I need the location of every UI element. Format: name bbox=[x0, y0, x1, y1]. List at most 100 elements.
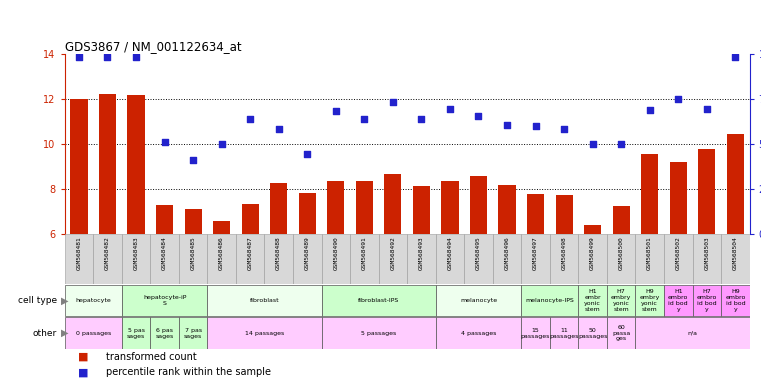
Text: 15
passages: 15 passages bbox=[521, 328, 550, 339]
Text: 0 passages: 0 passages bbox=[75, 331, 111, 336]
Bar bbox=[65, 285, 122, 316]
Bar bbox=[727, 134, 744, 234]
Bar bbox=[407, 234, 436, 284]
Bar bbox=[151, 234, 179, 284]
Bar bbox=[179, 234, 207, 284]
Bar bbox=[584, 225, 601, 234]
Text: H9
embry
yonic
stem: H9 embry yonic stem bbox=[639, 289, 660, 312]
Bar bbox=[549, 234, 578, 284]
Bar bbox=[413, 186, 430, 234]
Bar bbox=[607, 285, 635, 316]
Text: percentile rank within the sample: percentile rank within the sample bbox=[106, 367, 271, 377]
Text: 60
passa
ges: 60 passa ges bbox=[612, 325, 630, 341]
Text: hepatocyte-iP
S: hepatocyte-iP S bbox=[143, 295, 186, 306]
Bar bbox=[607, 234, 635, 284]
Bar bbox=[151, 318, 179, 349]
Bar bbox=[122, 285, 207, 316]
Text: ▶: ▶ bbox=[61, 295, 68, 306]
Text: H9
embro
id bod
y: H9 embro id bod y bbox=[725, 289, 746, 312]
Bar bbox=[527, 194, 544, 234]
Point bbox=[158, 139, 170, 145]
Text: 5 passages: 5 passages bbox=[361, 331, 396, 336]
Point bbox=[530, 123, 542, 129]
Bar bbox=[93, 234, 122, 284]
Bar bbox=[607, 318, 635, 349]
Bar bbox=[379, 234, 407, 284]
Point bbox=[358, 116, 371, 122]
Bar bbox=[435, 318, 521, 349]
Point bbox=[187, 157, 199, 163]
Bar bbox=[122, 318, 151, 349]
Point bbox=[244, 116, 256, 122]
Text: GDS3867 / NM_001122634_at: GDS3867 / NM_001122634_at bbox=[65, 40, 241, 53]
Bar bbox=[721, 234, 750, 284]
Text: GSM568499: GSM568499 bbox=[590, 237, 595, 270]
Point bbox=[644, 107, 656, 113]
Bar bbox=[322, 234, 350, 284]
Point bbox=[215, 141, 228, 147]
Bar bbox=[207, 318, 322, 349]
Bar bbox=[185, 209, 202, 234]
Bar bbox=[635, 234, 664, 284]
Bar bbox=[270, 184, 288, 234]
Text: GSM568488: GSM568488 bbox=[276, 237, 282, 270]
Bar bbox=[578, 318, 607, 349]
Bar bbox=[498, 185, 516, 234]
Bar bbox=[298, 192, 316, 234]
Point bbox=[387, 99, 399, 105]
Text: 14 passages: 14 passages bbox=[245, 331, 284, 336]
Bar bbox=[65, 234, 93, 284]
Text: fibroblast: fibroblast bbox=[250, 298, 279, 303]
Point bbox=[130, 54, 142, 60]
Text: fibroblast-IPS: fibroblast-IPS bbox=[358, 298, 400, 303]
Text: melanocyte-IPS: melanocyte-IPS bbox=[525, 298, 575, 303]
Bar bbox=[578, 234, 607, 284]
Bar bbox=[293, 234, 322, 284]
Text: GSM568487: GSM568487 bbox=[247, 237, 253, 270]
Text: GSM568489: GSM568489 bbox=[304, 237, 310, 270]
Bar bbox=[493, 234, 521, 284]
Bar bbox=[693, 285, 721, 316]
Text: H7
embry
yonic
stem: H7 embry yonic stem bbox=[611, 289, 632, 312]
Text: GSM568497: GSM568497 bbox=[533, 237, 538, 270]
Bar bbox=[699, 149, 715, 234]
Point bbox=[272, 126, 285, 132]
Text: GSM568482: GSM568482 bbox=[105, 237, 110, 270]
Text: H1
embro
id bod
y: H1 embro id bod y bbox=[668, 289, 689, 312]
Bar bbox=[236, 234, 265, 284]
Text: n/a: n/a bbox=[687, 331, 698, 336]
Bar bbox=[556, 195, 573, 234]
Text: 5 pas
sages: 5 pas sages bbox=[127, 328, 145, 339]
Text: H1
embr
yonic
stem: H1 embr yonic stem bbox=[584, 289, 601, 312]
Text: other: other bbox=[33, 329, 57, 338]
Point bbox=[672, 96, 684, 102]
Text: GSM568504: GSM568504 bbox=[733, 237, 738, 270]
Text: 4 passages: 4 passages bbox=[461, 331, 496, 336]
Bar bbox=[70, 99, 88, 234]
Text: H7
embro
id bod
y: H7 embro id bod y bbox=[696, 289, 717, 312]
Bar bbox=[664, 234, 693, 284]
Bar bbox=[350, 234, 379, 284]
Bar bbox=[179, 318, 207, 349]
Point bbox=[330, 108, 342, 114]
Bar bbox=[65, 318, 122, 349]
Bar bbox=[670, 162, 687, 234]
Point bbox=[301, 151, 314, 157]
Text: GSM568490: GSM568490 bbox=[333, 237, 339, 270]
Point bbox=[701, 106, 713, 112]
Bar bbox=[613, 206, 630, 234]
Bar bbox=[122, 234, 151, 284]
Text: GSM568501: GSM568501 bbox=[647, 237, 652, 270]
Bar bbox=[322, 318, 435, 349]
Bar bbox=[721, 285, 750, 316]
Text: GSM568496: GSM568496 bbox=[505, 237, 510, 270]
Text: GSM568502: GSM568502 bbox=[676, 237, 681, 270]
Text: GSM568503: GSM568503 bbox=[704, 237, 709, 270]
Bar bbox=[265, 234, 293, 284]
Text: GSM568493: GSM568493 bbox=[419, 237, 424, 270]
Bar bbox=[578, 285, 607, 316]
Bar bbox=[641, 154, 658, 234]
Bar bbox=[435, 234, 464, 284]
Point bbox=[558, 126, 570, 132]
Text: cell type: cell type bbox=[18, 296, 57, 305]
